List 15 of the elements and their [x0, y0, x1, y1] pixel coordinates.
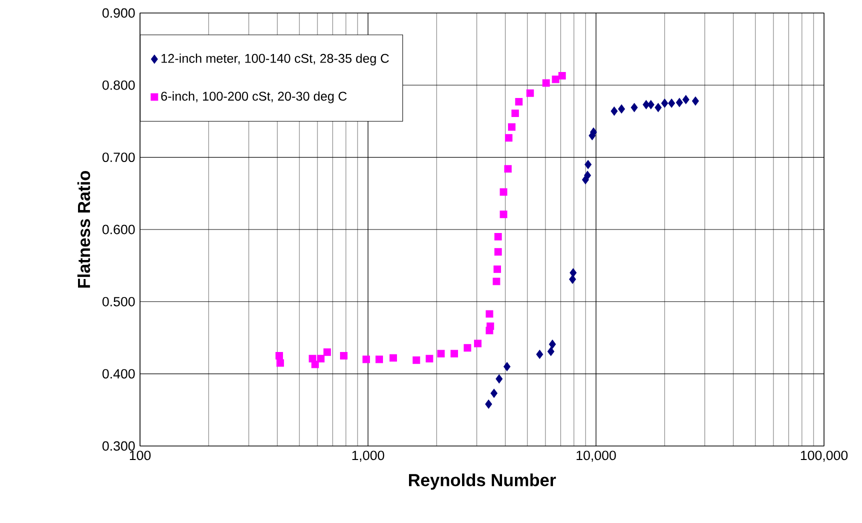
legend-label: 6-inch, 100-200 cSt, 20-30 deg C [161, 91, 347, 104]
x-axis-title: Reynolds Number [409, 474, 556, 490]
y-tick-label: 0.300 [102, 441, 135, 451]
y-axis-title: Flatness Ratio [77, 170, 90, 288]
y-tick-label: 0.800 [102, 80, 135, 90]
legend-label: 12-inch meter, 100-140 cSt, 28-35 deg C [162, 54, 389, 66]
y-tick-label: 0.700 [102, 152, 135, 162]
y-tick-label: 0.900 [102, 8, 135, 18]
y-tick-label: 0.600 [102, 224, 135, 234]
x-tick-label: 1,000 [352, 450, 384, 462]
x-tick-label: 10,000 [576, 450, 616, 462]
y-tick-label: 0.400 [102, 369, 135, 379]
y-tick-label: 0.500 [102, 296, 135, 306]
x-tick-label: 100,000 [800, 450, 848, 462]
x-tick-label: 100 [130, 450, 151, 460]
